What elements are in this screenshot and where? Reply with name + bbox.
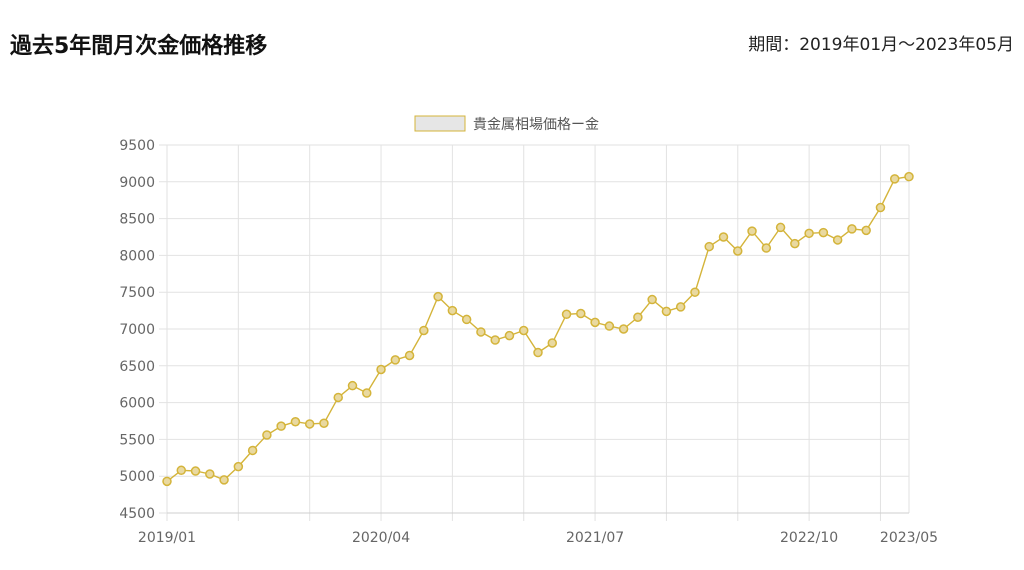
data-point[interactable] [347, 380, 358, 391]
data-point[interactable] [504, 330, 515, 341]
y-tick-label: 5000 [119, 469, 155, 485]
data-point[interactable] [233, 461, 244, 472]
data-point[interactable] [675, 302, 686, 312]
data-point[interactable] [276, 421, 286, 431]
axis-layer: 4500 5000 5500 6000 6500 7000 7500 8000 8500 9000… [119, 138, 938, 546]
data-point[interactable] [419, 325, 429, 336]
x-tick-label: 2023/05 [880, 530, 938, 546]
data-point[interactable] [904, 171, 914, 182]
y-tick-label: 4500 [119, 506, 155, 522]
data-point[interactable] [490, 335, 500, 345]
legend-swatch[interactable] [414, 115, 466, 132]
data-point[interactable] [576, 308, 586, 319]
x-tick-label: 2022/10 [780, 530, 838, 546]
y-tick-label: 5500 [119, 432, 155, 448]
period-label: 期間：2019年01月～2023年05月 [748, 35, 1014, 55]
data-point[interactable] [190, 466, 201, 476]
x-tick-label: 2021/07 [566, 530, 624, 546]
data-point[interactable] [690, 287, 700, 297]
data-point[interactable] [547, 338, 558, 348]
data-point[interactable] [518, 325, 529, 336]
data-point[interactable] [889, 174, 900, 184]
legend-label[interactable]: 貴金属相場価格ー金 [473, 117, 599, 133]
data-point[interactable] [704, 241, 714, 252]
data-point[interactable] [790, 238, 800, 249]
data-point[interactable] [176, 465, 187, 476]
data-point[interactable] [533, 347, 543, 358]
data-point[interactable] [362, 388, 372, 398]
data-point[interactable] [804, 228, 814, 239]
data-point[interactable] [618, 324, 629, 334]
data-point[interactable] [376, 364, 386, 375]
data-point[interactable] [847, 224, 857, 234]
data-point[interactable] [861, 225, 871, 236]
data-point[interactable] [761, 243, 772, 253]
grid-layer [159, 144, 910, 521]
data-point[interactable] [590, 317, 600, 328]
data-point[interactable] [818, 227, 829, 238]
data-point[interactable] [561, 309, 572, 320]
data-point[interactable] [604, 321, 615, 331]
y-tick-label: 9500 [119, 138, 155, 154]
data-point[interactable] [333, 392, 343, 403]
x-tick-label: 2020/04 [352, 530, 410, 546]
data-point[interactable] [262, 430, 272, 440]
legend[interactable]: 貴金属相場価格ー金 [414, 115, 599, 133]
data-point[interactable] [319, 418, 329, 428]
data-point[interactable] [304, 419, 315, 429]
data-point[interactable] [247, 445, 258, 456]
y-tick-label: 8000 [119, 248, 155, 264]
page-title: 過去5年間月次金価格推移 [10, 34, 268, 59]
data-point[interactable] [433, 291, 443, 302]
data-point[interactable] [404, 350, 415, 361]
data-point[interactable] [390, 355, 401, 365]
data-point[interactable] [290, 416, 301, 427]
y-tick-label: 8500 [119, 212, 155, 228]
data-point[interactable] [775, 222, 786, 233]
data-point[interactable] [162, 476, 172, 487]
data-point[interactable] [205, 469, 215, 479]
data-point[interactable] [832, 235, 843, 245]
data-point[interactable] [733, 246, 743, 256]
data-point[interactable] [747, 226, 757, 236]
y-tick-label: 7000 [119, 322, 155, 338]
series-layer [162, 171, 914, 487]
data-point[interactable] [447, 305, 458, 316]
data-point[interactable] [461, 314, 472, 325]
data-point[interactable] [718, 232, 729, 242]
x-tick-label: 2019/01 [138, 530, 196, 546]
y-tick-label: 6500 [119, 359, 155, 375]
y-tick-label: 7500 [119, 285, 155, 301]
y-tick-label: 6000 [119, 396, 155, 412]
data-point[interactable] [647, 294, 657, 305]
data-point[interactable] [875, 202, 886, 213]
data-point[interactable] [633, 312, 643, 322]
data-point[interactable] [661, 306, 672, 317]
data-point[interactable] [476, 327, 486, 337]
y-tick-label: 9000 [119, 175, 155, 191]
data-point[interactable] [219, 475, 229, 485]
